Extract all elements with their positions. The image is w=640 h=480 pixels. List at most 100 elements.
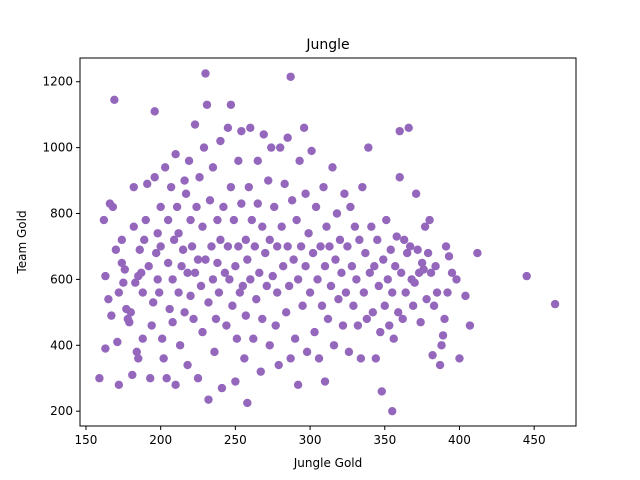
data-point xyxy=(270,202,279,212)
data-point xyxy=(440,314,449,324)
data-point xyxy=(113,337,122,347)
data-point xyxy=(217,383,227,393)
data-point xyxy=(162,374,171,383)
data-point xyxy=(232,334,242,343)
data-point xyxy=(234,156,243,165)
data-point xyxy=(365,268,375,277)
data-point xyxy=(352,275,361,284)
data-point xyxy=(373,235,382,245)
data-point xyxy=(231,262,240,271)
data-point xyxy=(364,143,373,152)
data-point xyxy=(134,354,143,363)
data-point xyxy=(216,136,225,146)
data-point xyxy=(273,242,282,251)
data-point xyxy=(101,344,110,353)
data-point xyxy=(246,275,255,284)
data-point xyxy=(238,281,248,291)
data-point xyxy=(222,321,231,330)
data-points xyxy=(95,69,560,416)
x-tick-label: 150 xyxy=(75,433,98,447)
data-point xyxy=(261,248,270,258)
data-point xyxy=(326,281,336,291)
data-point xyxy=(265,235,274,245)
x-axis: 150 200 250 300 350 400 450 xyxy=(75,426,546,447)
data-point xyxy=(292,215,301,225)
data-point xyxy=(157,334,167,343)
data-point xyxy=(108,202,118,212)
data-point xyxy=(193,374,203,383)
data-point xyxy=(385,321,394,330)
data-point xyxy=(335,235,345,245)
data-point xyxy=(435,360,445,370)
data-point xyxy=(172,202,182,212)
data-point xyxy=(277,222,286,231)
data-point xyxy=(177,262,186,271)
data-point xyxy=(154,288,164,297)
data-point xyxy=(187,242,197,251)
data-point xyxy=(398,314,407,324)
data-point xyxy=(444,252,454,261)
data-point xyxy=(331,255,340,264)
data-point xyxy=(322,222,331,231)
data-point xyxy=(147,321,156,330)
data-point xyxy=(153,229,162,238)
data-point xyxy=(388,288,397,297)
data-point xyxy=(371,354,381,363)
x-tick-label: 350 xyxy=(373,433,396,447)
data-point xyxy=(383,275,392,284)
data-point xyxy=(168,318,177,327)
data-point xyxy=(253,199,262,208)
data-point xyxy=(275,143,285,152)
data-point xyxy=(301,189,310,198)
data-point xyxy=(358,182,367,192)
data-point xyxy=(223,242,233,251)
data-point xyxy=(320,262,330,271)
data-point xyxy=(181,189,191,198)
data-point xyxy=(388,406,397,416)
data-point xyxy=(296,242,306,251)
data-point xyxy=(201,255,210,264)
data-point xyxy=(104,294,113,304)
data-point xyxy=(317,301,327,310)
data-point xyxy=(168,275,177,284)
data-point xyxy=(201,69,210,78)
data-point xyxy=(143,179,152,189)
data-point xyxy=(241,235,251,245)
data-point xyxy=(347,262,357,271)
data-point xyxy=(141,215,150,225)
data-point xyxy=(329,341,339,350)
data-point xyxy=(213,258,222,268)
data-point xyxy=(160,163,170,172)
data-point xyxy=(114,380,124,390)
chart-title: Jungle xyxy=(305,37,349,53)
data-point xyxy=(237,126,246,136)
data-point xyxy=(138,334,147,343)
data-point xyxy=(125,318,134,327)
data-point xyxy=(244,182,254,192)
data-point xyxy=(208,275,218,284)
data-point xyxy=(334,294,343,304)
data-point xyxy=(311,202,321,212)
data-point xyxy=(429,301,439,310)
data-point xyxy=(379,255,388,264)
data-point xyxy=(344,347,354,357)
data-point xyxy=(343,242,352,251)
data-point xyxy=(287,196,297,205)
data-point xyxy=(228,301,237,310)
data-point xyxy=(207,242,216,251)
data-point xyxy=(367,222,376,231)
data-point xyxy=(419,265,428,274)
y-tick-label: 800 xyxy=(50,207,73,221)
data-point xyxy=(319,182,328,192)
data-point xyxy=(117,258,127,268)
data-point xyxy=(101,271,110,281)
data-point xyxy=(298,301,307,310)
data-point xyxy=(159,354,168,363)
data-point xyxy=(346,202,355,212)
data-point xyxy=(135,245,144,254)
data-point xyxy=(286,72,295,81)
data-point xyxy=(243,398,252,408)
data-point xyxy=(137,268,146,277)
data-point xyxy=(301,262,310,271)
x-axis-label: Jungle Gold xyxy=(293,456,363,470)
